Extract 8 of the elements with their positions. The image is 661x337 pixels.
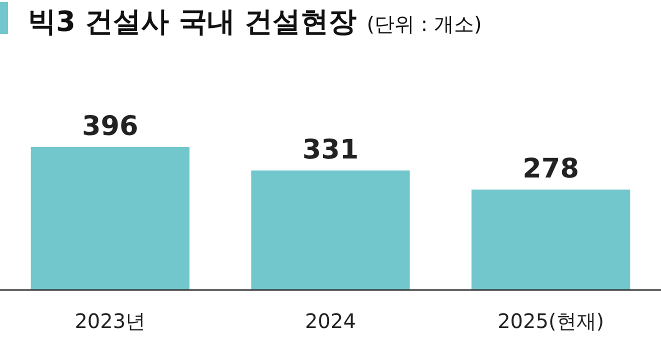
data-label: 278 bbox=[522, 154, 580, 185]
x-tick-label: 2024 bbox=[305, 309, 356, 333]
chart-title: 빅3 건설사 국내 건설현장 bbox=[28, 5, 357, 38]
chart-subtitle: (단위 : 개소) bbox=[366, 12, 482, 36]
data-label: 331 bbox=[302, 134, 359, 166]
x-tick-label: 2023년 bbox=[74, 309, 146, 333]
x-tick-label: 2025(현재) bbox=[498, 309, 604, 333]
data-label: 396 bbox=[82, 111, 138, 142]
